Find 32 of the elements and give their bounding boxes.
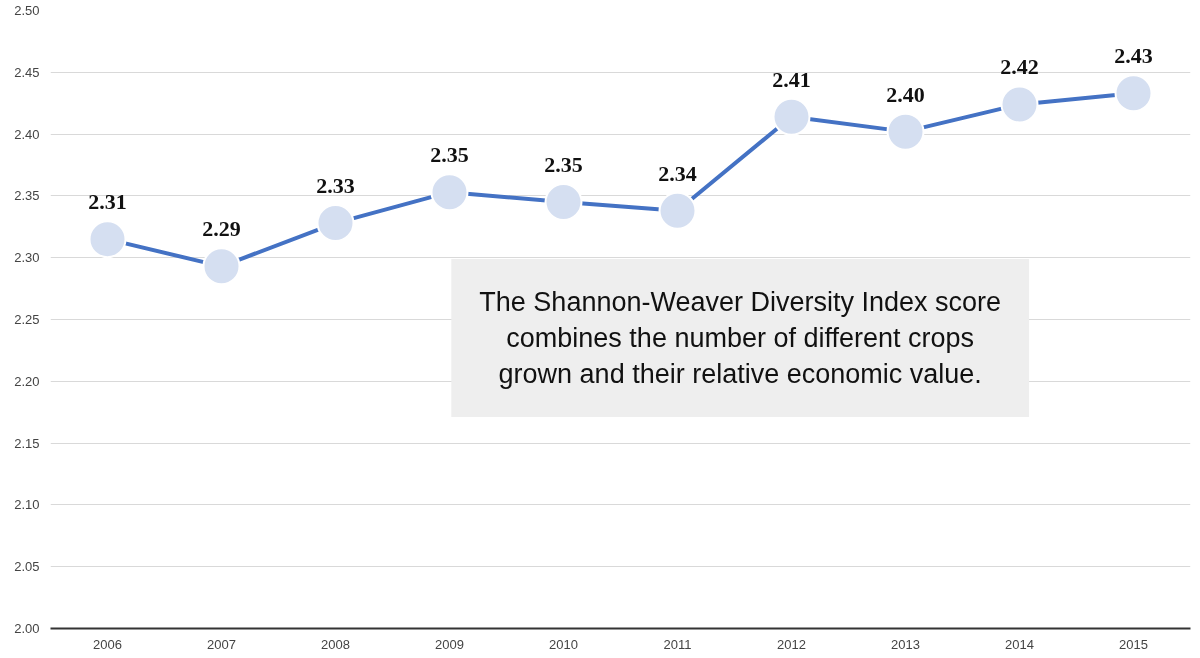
y-tick-label: 2.30 — [14, 250, 40, 266]
data-label: 2.42 — [1000, 54, 1039, 80]
x-tick-label: 2009 — [435, 636, 464, 652]
y-tick-label: 2.20 — [14, 373, 40, 389]
y-tick-label: 2.35 — [14, 188, 40, 204]
x-tick-label: 2008 — [321, 636, 350, 652]
data-label: 2.34 — [658, 160, 697, 186]
x-tick-label: 2013 — [891, 636, 920, 652]
data-label: 2.29 — [202, 216, 241, 242]
y-tick-label: 2.05 — [14, 559, 40, 575]
x-tick-label: 2015 — [1119, 636, 1148, 652]
data-label: 2.40 — [886, 81, 925, 107]
y-tick-label: 2.40 — [14, 126, 40, 142]
x-tick-label: 2014 — [1005, 636, 1034, 652]
x-tick-label: 2012 — [777, 636, 806, 652]
y-tick-label: 2.50 — [14, 3, 40, 18]
x-tick-label: 2010 — [549, 636, 578, 652]
data-label: 2.33 — [316, 173, 355, 199]
data-label: 2.35 — [430, 142, 469, 168]
data-label: 2.43 — [1114, 43, 1153, 69]
x-tick-label: 2007 — [207, 636, 236, 652]
x-tick-label: 2006 — [93, 636, 122, 652]
y-tick-label: 2.10 — [14, 497, 40, 513]
y-tick-label: 2.45 — [14, 64, 40, 80]
data-label: 2.41 — [772, 66, 811, 92]
data-label: 2.31 — [88, 189, 127, 215]
y-tick-label: 2.25 — [14, 312, 40, 327]
annotation: The Shannon-Weaver Diversity Index score combines the number of different crops grown and their relative economic value. — [479, 287, 1002, 390]
y-tick-label: 2.15 — [14, 435, 40, 451]
data-label: 2.35 — [544, 152, 583, 178]
x-tick-label: 2011 — [663, 636, 692, 652]
y-tick-label: 2.00 — [14, 621, 40, 636]
